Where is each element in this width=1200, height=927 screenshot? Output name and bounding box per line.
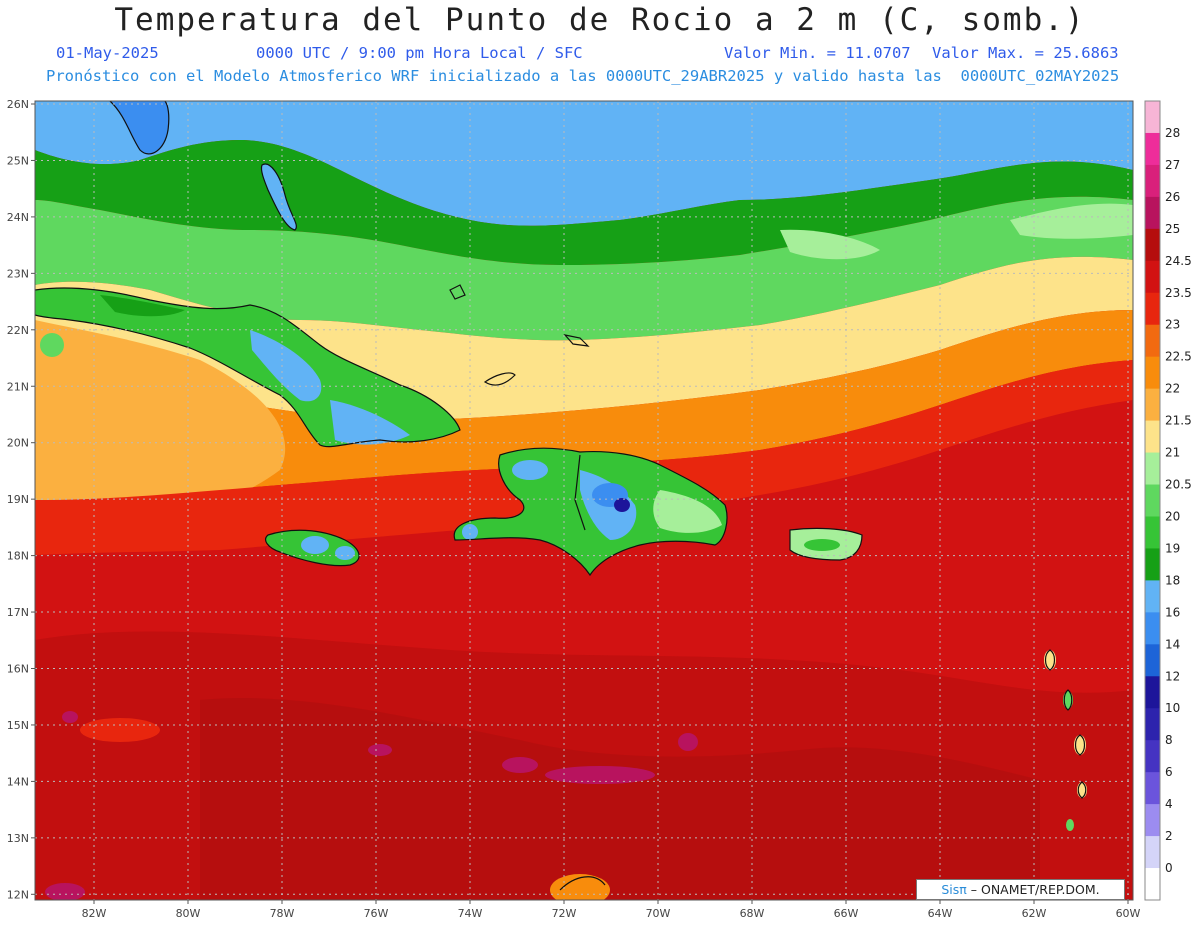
colorbar-label: 21 bbox=[1165, 446, 1180, 460]
colorbar-swatch bbox=[1145, 228, 1160, 262]
colorbar-swatch bbox=[1145, 292, 1160, 326]
model-info: Pronóstico con el Modelo Atmosferico WRF… bbox=[46, 67, 1120, 85]
lat-label: 17N bbox=[7, 606, 29, 619]
lon-label: 64W bbox=[928, 907, 953, 920]
colorbar-label: 4 bbox=[1165, 797, 1173, 811]
colorbar: 2827262524.523.52322.52221.52120.5201918… bbox=[1144, 100, 1192, 901]
lon-label: 66W bbox=[834, 907, 859, 920]
lon-label: 60W bbox=[1116, 907, 1141, 920]
lat-label: 22N bbox=[7, 324, 29, 337]
min-value: Valor Min. = 11.0707 bbox=[724, 44, 911, 62]
colorbar-label: 22 bbox=[1165, 382, 1180, 396]
lon-label: 70W bbox=[646, 907, 671, 920]
lon-label: 76W bbox=[364, 907, 389, 920]
colorbar-swatch bbox=[1145, 804, 1160, 837]
colorbar-label: 26 bbox=[1165, 190, 1180, 204]
colorbar-swatch bbox=[1145, 324, 1160, 358]
colorbar-swatch bbox=[1145, 164, 1160, 198]
colorbar-swatch bbox=[1145, 772, 1160, 805]
lon-label: 78W bbox=[270, 907, 295, 920]
colorbar-swatch bbox=[1145, 132, 1160, 166]
colorbar-label: 19 bbox=[1165, 541, 1180, 555]
forecast-time: 0000 UTC / 9:00 pm Hora Local / SFC bbox=[256, 44, 583, 62]
map-frame bbox=[34, 100, 1134, 901]
lat-label: 20N bbox=[7, 437, 29, 450]
colorbar-label: 28 bbox=[1165, 126, 1180, 140]
colorbar-swatch bbox=[1145, 420, 1160, 454]
colorbar-swatch bbox=[1145, 676, 1160, 709]
colorbar-label: 20 bbox=[1165, 509, 1180, 523]
lat-label: 23N bbox=[7, 267, 29, 280]
colorbar-swatch bbox=[1145, 708, 1160, 741]
lat-label: 21N bbox=[7, 380, 29, 393]
lon-label: 82W bbox=[82, 907, 107, 920]
colorbar-label: 23.5 bbox=[1165, 286, 1192, 300]
lat-label: 25N bbox=[7, 154, 29, 167]
forecast-date: 01-May-2025 bbox=[56, 44, 159, 62]
credit-text: – ONAMET/REP.DOM. bbox=[966, 882, 1100, 897]
lat-label: 16N bbox=[7, 663, 29, 676]
colorbar-swatch bbox=[1145, 356, 1160, 390]
lat-labels: 26N 25N 24N 23N 22N 21N 20N 19N 18N 17N 16N 15N 14N 1… bbox=[7, 98, 35, 901]
colorbar-swatch bbox=[1145, 484, 1160, 517]
colorbar-label: 6 bbox=[1165, 765, 1173, 779]
colorbar-frame bbox=[1144, 100, 1161, 901]
colorbar-swatch bbox=[1145, 101, 1160, 134]
lat-label: 15N bbox=[7, 719, 29, 732]
colorbar-swatch bbox=[1145, 196, 1160, 230]
colorbar-label: 22.5 bbox=[1165, 350, 1192, 364]
colorbar-swatch bbox=[1145, 868, 1160, 901]
colorbar-swatch bbox=[1145, 388, 1160, 422]
coastlines bbox=[35, 101, 1087, 891]
map-title: Temperatura del Punto de Rocio a 2 m (C,… bbox=[114, 2, 1086, 38]
colorbar-label: 14 bbox=[1165, 637, 1180, 651]
colorbar-label: 18 bbox=[1165, 573, 1180, 587]
colorbar-swatch bbox=[1145, 644, 1160, 677]
colorbar-swatch bbox=[1145, 516, 1160, 549]
graticule bbox=[35, 101, 1133, 900]
sispi-logo: Sisπ bbox=[941, 882, 967, 897]
lat-label: 24N bbox=[7, 211, 29, 224]
colorbar-swatch bbox=[1145, 580, 1160, 613]
colorbar-label: 8 bbox=[1165, 733, 1173, 747]
lat-label: 18N bbox=[7, 550, 29, 563]
colorbar-label: 25 bbox=[1165, 222, 1180, 236]
colorbar-swatch bbox=[1145, 260, 1160, 294]
lat-label: 14N bbox=[7, 775, 29, 788]
map-field bbox=[35, 101, 1133, 900]
max-value: Valor Max. = 25.6863 bbox=[932, 44, 1119, 62]
lat-label: 19N bbox=[7, 493, 29, 506]
credit-box: Sisπ – ONAMET/REP.DOM. bbox=[916, 879, 1125, 900]
lon-label: 62W bbox=[1022, 907, 1047, 920]
colorbar-swatch bbox=[1145, 836, 1160, 869]
colorbar-label: 2 bbox=[1165, 829, 1173, 843]
colorbar-label: 10 bbox=[1165, 701, 1180, 715]
lon-label: 68W bbox=[740, 907, 765, 920]
colorbar-label: 0 bbox=[1165, 861, 1173, 875]
lat-label: 26N bbox=[7, 98, 29, 111]
colorbar-label: 12 bbox=[1165, 669, 1180, 683]
colorbar-swatch bbox=[1145, 548, 1160, 581]
colorbar-label: 24.5 bbox=[1165, 254, 1192, 268]
colorbar-label: 23 bbox=[1165, 318, 1180, 332]
colorbar-label: 21.5 bbox=[1165, 414, 1192, 428]
colorbar-swatch bbox=[1145, 612, 1160, 645]
lat-label: 13N bbox=[7, 832, 29, 845]
colorbar-label: 20.5 bbox=[1165, 478, 1192, 492]
lon-label: 72W bbox=[552, 907, 577, 920]
colorbar-label: 16 bbox=[1165, 605, 1180, 619]
lat-label: 12N bbox=[7, 888, 29, 901]
lon-labels: 82W 80W 78W 76W 74W 72W 70W 68W 66W 64W 62W 60W bbox=[82, 900, 1141, 920]
colorbar-swatch bbox=[1145, 452, 1160, 486]
lon-label: 74W bbox=[458, 907, 483, 920]
colorbar-label: 27 bbox=[1165, 158, 1180, 172]
colorbar-swatch bbox=[1145, 740, 1160, 773]
lon-label: 80W bbox=[176, 907, 201, 920]
